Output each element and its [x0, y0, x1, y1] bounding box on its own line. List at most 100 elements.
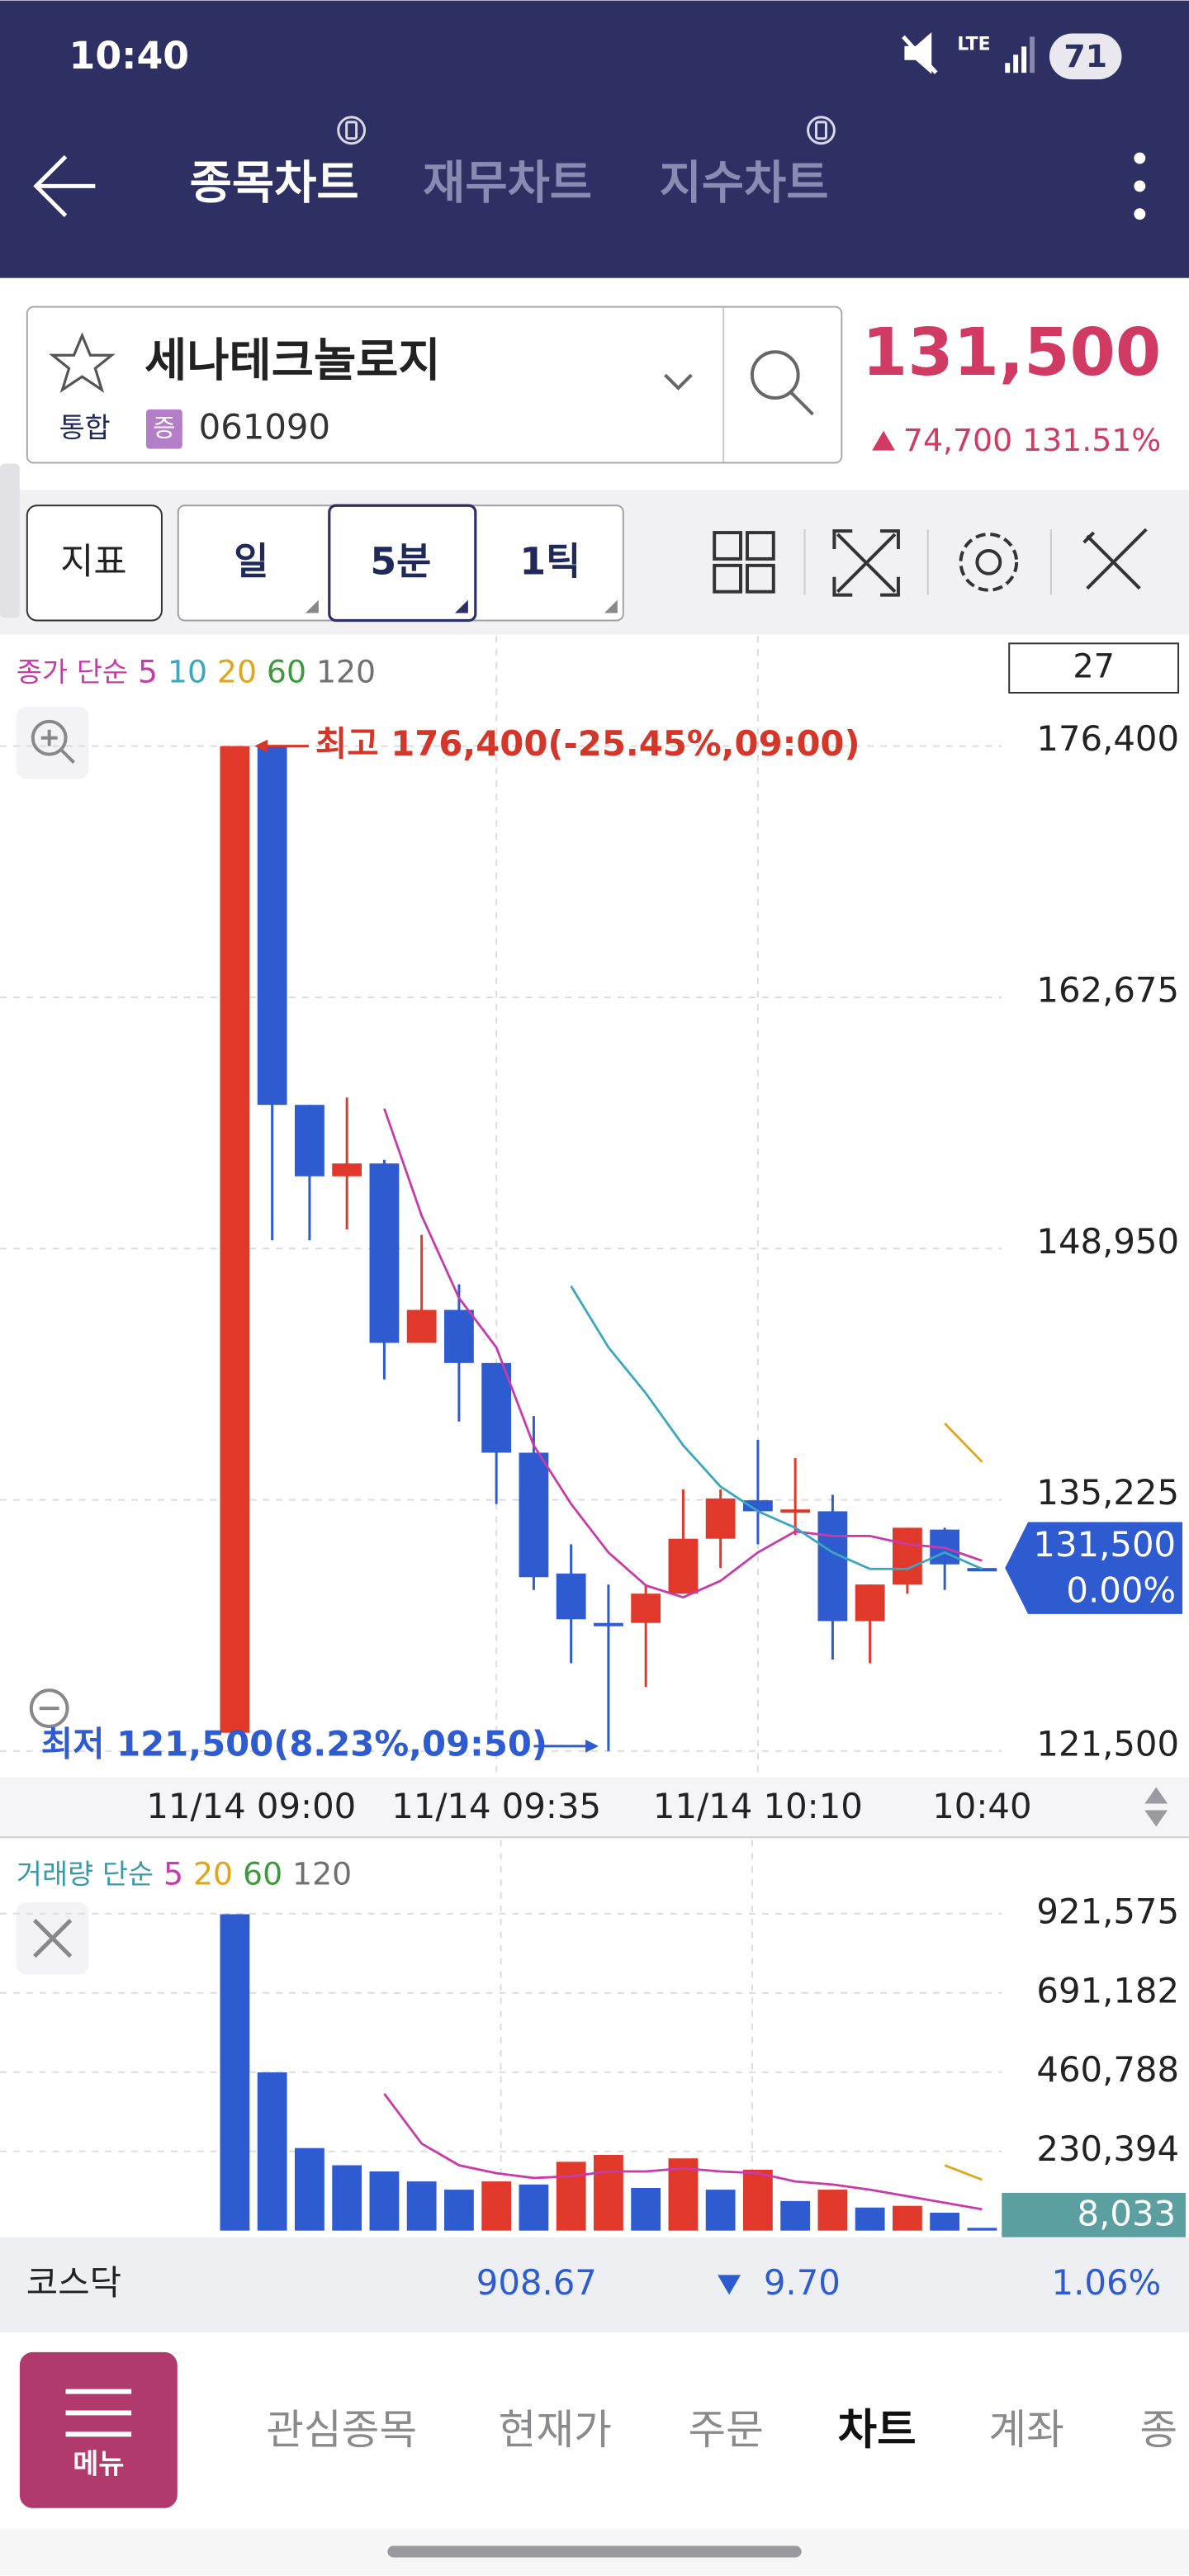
- tab[interactable]: 재무차트: [423, 157, 592, 211]
- high-annotation: 최고 176,400(-25.45%,09:00): [315, 723, 860, 764]
- count-box[interactable]: [1008, 642, 1180, 694]
- nav-item[interactable]: 계좌: [988, 2406, 1063, 2454]
- candle-body: [406, 1309, 437, 1343]
- x-tick-label: 10:40: [932, 1786, 1031, 1826]
- nav-item[interactable]: 현재가: [499, 2406, 612, 2454]
- period-selected[interactable]: [328, 504, 477, 623]
- period-button[interactable]: 일: [234, 539, 268, 583]
- back-button[interactable]: [33, 154, 96, 217]
- candle-body: [369, 1163, 400, 1343]
- stock-name: 세나테크놀로지: [144, 334, 441, 387]
- candle-body: [817, 1511, 848, 1622]
- legend-entry: 60: [267, 654, 306, 690]
- current-price: 131,500: [862, 314, 1161, 391]
- market-change: 9.70: [764, 2262, 841, 2303]
- time-axis-band: [0, 1777, 1189, 1837]
- volume-bar: [257, 2072, 287, 2231]
- legend-label: 거래량 단순: [17, 1859, 154, 1891]
- candle-body: [668, 1538, 699, 1594]
- close-volume-button[interactable]: [16, 1901, 89, 1975]
- nav-item-active[interactable]: 차트: [838, 2405, 917, 2455]
- moving-average-line: [383, 1108, 983, 1599]
- y-tick-label: 121,500: [1036, 1723, 1179, 1764]
- x-tick-label: 11/14 10:10: [653, 1786, 863, 1826]
- volume-bar: [220, 1914, 250, 2231]
- battery: [1049, 33, 1122, 80]
- period-button[interactable]: 5분: [370, 539, 431, 583]
- price-change: 74,700: [903, 422, 1012, 458]
- menu-button[interactable]: [19, 2351, 178, 2508]
- nav-item[interactable]: 종: [1139, 2406, 1177, 2454]
- volume-bar: [967, 2228, 997, 2231]
- moving-average-line: [383, 2093, 983, 2211]
- candle-body: [481, 1362, 512, 1453]
- search-button[interactable]: [750, 350, 814, 416]
- settings-icon[interactable]: [959, 533, 1019, 592]
- volume-bar: [743, 2169, 773, 2231]
- dropdown-chevron[interactable]: [664, 373, 693, 391]
- volume-bar: [668, 2158, 699, 2231]
- tab-active[interactable]: 종목차트: [190, 157, 359, 211]
- moving-average-line: [944, 2164, 983, 2181]
- volume-bar: [556, 2162, 586, 2231]
- zoom-in-button[interactable]: [16, 706, 89, 779]
- market-name: 코스닥: [26, 2262, 121, 2303]
- volume-bar: [332, 2165, 362, 2231]
- y-tick-label: 921,575: [1036, 1891, 1179, 1931]
- period-button[interactable]: 1틱: [519, 539, 580, 583]
- tools-icon[interactable]: [1082, 528, 1148, 590]
- high-arrow: [254, 739, 268, 753]
- volume-bar: [817, 2190, 848, 2231]
- volume-bar: [406, 2181, 437, 2231]
- more-menu[interactable]: [1134, 152, 1146, 220]
- candle-body: [631, 1593, 661, 1623]
- volume-bar: [705, 2190, 736, 2231]
- legend-entry: 120: [316, 654, 376, 690]
- volume-bar: [481, 2181, 512, 2231]
- candle-body: [705, 1498, 736, 1539]
- side-handle[interactable]: [0, 463, 20, 618]
- home-indicator[interactable]: [387, 2545, 802, 2558]
- tab[interactable]: 지수차트: [660, 157, 829, 211]
- x-tick-label: 11/14 09:00: [146, 1786, 356, 1826]
- candle-body: [594, 1622, 623, 1627]
- menu-label: 메뉴: [73, 2448, 124, 2480]
- candle-body: [556, 1573, 586, 1620]
- last-price-label: 131,500: [1033, 1524, 1176, 1565]
- y-tick-label: 135,225: [1036, 1472, 1179, 1513]
- badge: 증: [153, 414, 175, 443]
- nav-item[interactable]: 주문: [688, 2406, 763, 2454]
- volume-bar: [855, 2207, 885, 2231]
- volume-bar: [444, 2190, 474, 2231]
- signal-icon: [1005, 36, 1035, 73]
- legend-entry: 120: [292, 1856, 352, 1892]
- y-tick-label: 176,400: [1036, 718, 1179, 759]
- menu-icon: [65, 2389, 132, 2437]
- candle-body: [967, 1568, 997, 1572]
- candle-body: [257, 746, 287, 1106]
- favorite-star[interactable]: [49, 332, 116, 393]
- price-chart-area: [0, 636, 1189, 1778]
- moving-average-line: [570, 1285, 983, 1570]
- nav-item[interactable]: 관심종목: [266, 2406, 417, 2454]
- legend-entry: 10: [168, 654, 207, 690]
- volume-bar: [780, 2200, 811, 2231]
- indicator-label: 지표: [60, 541, 127, 583]
- stock-selector[interactable]: [26, 305, 843, 464]
- y-tick-label: 162,675: [1036, 969, 1179, 1010]
- low-arrow: [585, 1739, 599, 1753]
- x-tick-label: 11/14 09:35: [391, 1786, 601, 1826]
- candle-body: [295, 1105, 324, 1177]
- bottom-nav: [0, 2332, 1189, 2530]
- fullscreen-icon[interactable]: [832, 529, 900, 597]
- indicator-button[interactable]: [26, 504, 163, 622]
- network-type: LTE: [957, 34, 990, 54]
- y-tick-label: 691,182: [1036, 1970, 1179, 2010]
- axis-scroll-arrows[interactable]: [1144, 1787, 1168, 1827]
- zoom-out-button[interactable]: [29, 1688, 69, 1729]
- status-time: 10:40: [69, 34, 190, 78]
- layout-icon[interactable]: [713, 531, 775, 594]
- legend-entry: 60: [243, 1856, 282, 1892]
- legend-entry: 5: [138, 654, 158, 690]
- market-bar: [0, 2237, 1189, 2332]
